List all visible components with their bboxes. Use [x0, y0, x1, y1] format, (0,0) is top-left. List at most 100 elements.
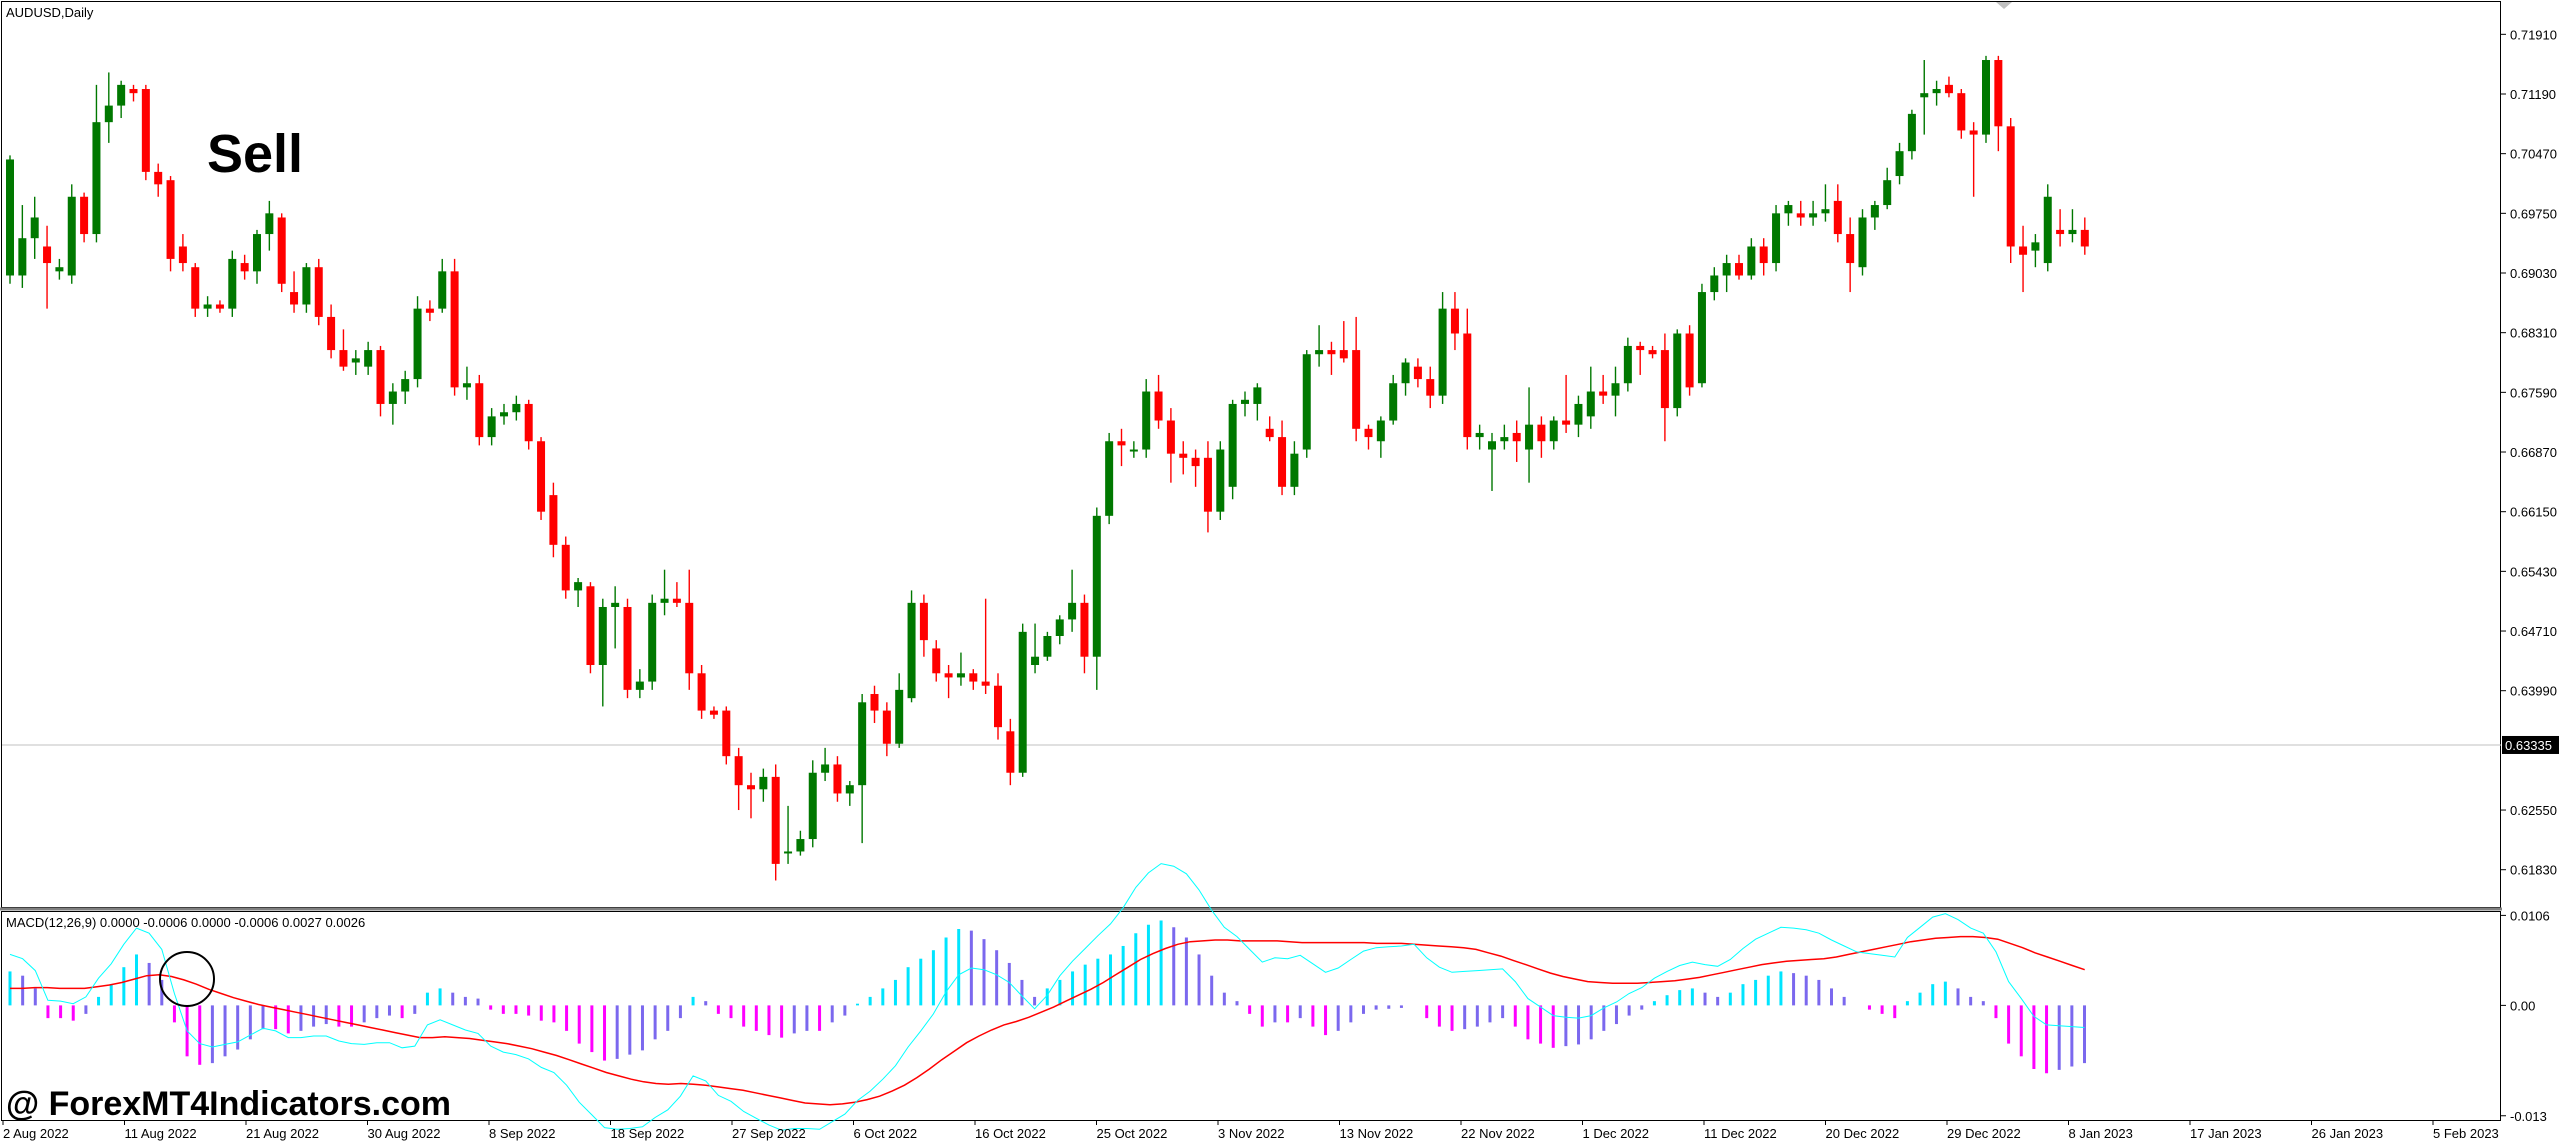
candle-body: [30, 217, 39, 239]
candle-body: [2043, 196, 2052, 264]
candle-bullish: [265, 200, 274, 251]
candle-body: [882, 710, 891, 744]
candle-body: [1685, 333, 1694, 388]
candle-bearish: [944, 665, 953, 699]
candle-bullish: [635, 669, 644, 699]
time-tick-label: 17 Jan 2023: [2190, 1126, 2262, 1141]
candle-bearish: [1080, 594, 1089, 674]
candle-body: [1302, 354, 1311, 450]
candle-bearish: [1191, 449, 1200, 487]
candle-bearish: [672, 582, 681, 607]
candle-body: [833, 764, 842, 794]
candle-bullish: [1253, 383, 1262, 421]
candle-body: [92, 122, 101, 235]
candle-body: [154, 171, 163, 185]
candle-bearish: [1413, 358, 1422, 388]
candle-body: [1574, 403, 1583, 425]
current-price-box: [2502, 735, 2559, 754]
candle-body: [1278, 437, 1287, 487]
candle-bearish: [524, 399, 533, 450]
candle-bullish: [364, 341, 373, 375]
candle-bearish: [1846, 217, 1855, 293]
candle-body: [2068, 229, 2077, 235]
candle-body: [1982, 60, 1990, 135]
price-tick-label: 0.66150: [2510, 505, 2557, 520]
candle-body: [1636, 345, 1645, 351]
candle-body: [1463, 333, 1472, 438]
candle-body: [537, 441, 546, 512]
candle-body: [43, 246, 52, 264]
candle-bearish: [1833, 184, 1842, 243]
candle-bullish: [648, 594, 657, 690]
candle-bearish: [1537, 416, 1546, 458]
candle-body: [796, 839, 805, 852]
macd-histogram: [8, 920, 2087, 1074]
candle-bullish: [117, 80, 126, 119]
candle-body: [586, 586, 595, 666]
candle-body: [1142, 391, 1151, 450]
candle-bullish: [388, 383, 397, 425]
candle-bullish: [1105, 432, 1114, 525]
candle-body: [1179, 453, 1188, 458]
candle-body: [413, 308, 422, 380]
candle-bearish: [882, 702, 891, 757]
candle-bullish: [500, 403, 508, 425]
candle-bullish: [203, 296, 212, 317]
candle-body: [895, 689, 904, 744]
candle-bearish: [1660, 333, 1669, 442]
candle-body: [1883, 180, 1892, 206]
candle-bullish: [2031, 234, 2040, 268]
candle-bullish: [1401, 358, 1410, 396]
candle-bullish: [784, 805, 793, 864]
candle-bearish: [1117, 428, 1126, 467]
time-tick-label: 2 Aug 2022: [3, 1126, 69, 1141]
candle-bullish: [1290, 441, 1299, 496]
price-tick-label: 0.71190: [2510, 87, 2556, 102]
candle-body: [981, 681, 990, 686]
candle-bullish: [253, 229, 261, 284]
candle-bullish: [1932, 80, 1941, 106]
candle-body: [660, 598, 669, 603]
candle-body: [1043, 635, 1052, 657]
time-tick-label: 8 Sep 2022: [489, 1126, 556, 1141]
candle-bullish: [55, 258, 64, 280]
candle-bearish: [1166, 408, 1175, 483]
candle-bearish: [339, 329, 348, 371]
candle-bullish: [796, 830, 805, 856]
candle-body: [1833, 200, 1842, 235]
candle-bearish: [685, 569, 694, 690]
candle-body: [1895, 151, 1904, 177]
candle-bearish: [1364, 424, 1373, 450]
candle-bearish: [2080, 217, 2089, 255]
candle-bearish: [178, 234, 187, 272]
candle-bullish: [759, 768, 768, 802]
candle-body: [1500, 437, 1509, 442]
price-tick-label: 0.65430: [2510, 564, 2557, 579]
candle-body: [277, 217, 286, 284]
candle-body: [2056, 229, 2065, 235]
candle-body: [1525, 424, 1534, 450]
price-tick-label: 0.70470: [2510, 147, 2557, 162]
candle-body: [1747, 246, 1756, 276]
candle-bearish: [290, 271, 299, 313]
candle-bearish: [327, 304, 336, 359]
candle-bearish: [1994, 55, 2003, 152]
candle-bearish: [771, 764, 780, 881]
candle-bearish: [2006, 118, 2015, 264]
candle-body: [549, 495, 558, 545]
macd-lines: [9, 863, 2085, 1131]
candle-bullish: [1018, 623, 1027, 777]
candle-body: [1772, 213, 1781, 264]
candle-body: [80, 196, 89, 235]
candle-bullish: [1858, 209, 1867, 276]
candle-body: [1722, 263, 1731, 276]
candle-bullish: [351, 350, 360, 375]
candle-body: [734, 756, 743, 786]
candle-bearish: [1562, 374, 1571, 433]
candle-bearish: [697, 665, 706, 719]
candle-body: [1920, 93, 1929, 98]
price-axis: 0.71910 0.71190 0.70470 0.69750 0.69030 0.683…: [2, 27, 2559, 878]
candle-body: [1488, 441, 1496, 450]
macd-main-line: [9, 863, 2085, 1131]
